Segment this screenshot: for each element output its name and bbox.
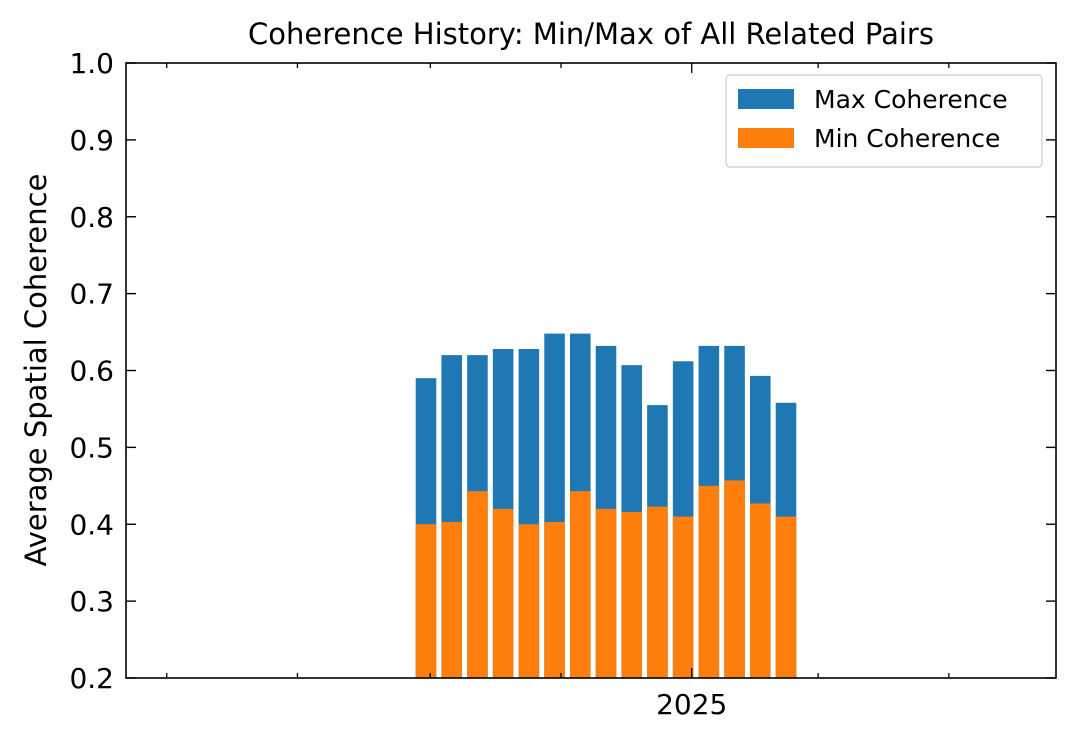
min-coherence-legend-label: Min Coherence	[814, 124, 1000, 153]
plot-frame	[125, 62, 1057, 679]
min-coherence-bar	[621, 511, 642, 678]
min-coherence-bar	[441, 521, 462, 678]
max-coherence-legend-label: Max Coherence	[814, 85, 1008, 114]
y-tick-label: 1.0	[69, 47, 114, 80]
legend-box	[725, 74, 1043, 168]
chart-title: Coherence History: Min/Max of All Relate…	[248, 17, 934, 51]
y-axis-label: Average Spatial Coherence	[19, 174, 53, 567]
y-tick-label: 0.6	[69, 355, 114, 388]
min-coherence-bar	[518, 524, 540, 678]
min-coherence-legend-swatch	[738, 128, 794, 148]
y-tick-label: 0.9	[69, 124, 114, 157]
min-coherence-bar	[672, 516, 694, 678]
max-coherence-legend-swatch	[738, 89, 794, 109]
min-coherence-bar	[492, 508, 514, 678]
bars-group	[415, 333, 797, 678]
y-tick-label: 0.8	[69, 201, 114, 234]
y-tick-label: 0.4	[69, 508, 114, 541]
min-coherence-bar	[647, 506, 668, 678]
ticks-group: 0.2 0.3 0.4 0.5 0.6 0.7 0.8 0.9 1.0 2025	[69, 47, 1056, 721]
y-tick-label: 0.7	[69, 278, 114, 311]
x-tick-label: 2025	[656, 688, 727, 721]
y-tick-label: 0.5	[69, 431, 114, 464]
legend: Max Coherence Min Coherence	[725, 74, 1043, 168]
min-coherence-bar	[570, 491, 591, 678]
min-coherence-bar	[467, 491, 488, 678]
min-coherence-bar	[724, 480, 745, 678]
y-tick-label: 0.2	[69, 662, 114, 695]
min-coherence-bar	[750, 503, 771, 678]
min-coherence-bar	[775, 516, 797, 678]
min-coherence-bar	[544, 521, 565, 678]
min-coherence-bar	[698, 485, 720, 678]
y-tick-label: 0.3	[69, 585, 114, 618]
min-coherence-bar	[595, 508, 617, 678]
min-coherence-bar	[415, 524, 437, 678]
